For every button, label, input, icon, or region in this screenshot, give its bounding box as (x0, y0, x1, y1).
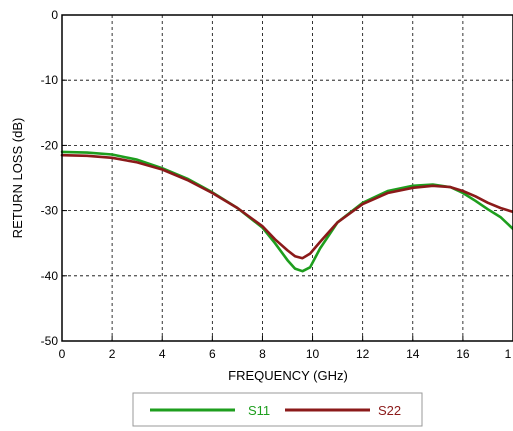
grid (62, 15, 513, 341)
y-tick-label: -20 (41, 138, 59, 152)
x-tick-label: 1 (505, 347, 512, 361)
x-tick-label: 8 (259, 347, 266, 361)
y-tick-label: -50 (41, 334, 59, 348)
x-tick-label: 16 (456, 347, 470, 361)
y-tick-label: 0 (51, 8, 58, 22)
y-axis-label: RETURN LOSS (dB) (10, 118, 25, 239)
y-tick-label: -40 (41, 269, 59, 283)
ticks (61, 14, 513, 342)
x-tick-label: 14 (406, 347, 420, 361)
x-tick-label: 2 (109, 347, 116, 361)
x-tick-label: 6 (209, 347, 216, 361)
series-layer (60, 150, 513, 273)
legend: S11 S22 (132, 392, 423, 427)
x-tick-label: 4 (159, 347, 166, 361)
y-tick-label: -30 (41, 204, 59, 218)
series-line-s22 (60, 153, 513, 260)
y-tick-label: -10 (41, 73, 59, 87)
tick-labels: 0 2 4 6 8 10 12 14 16 10-10-20-30-40-50 (41, 8, 512, 361)
x-tick-label: 12 (356, 347, 370, 361)
x-axis-label: FREQUENCY (GHz) (228, 368, 348, 383)
plot-frame (61, 14, 513, 342)
legend-label-s11: S11 (248, 403, 270, 418)
legend-label-s22: S22 (378, 403, 401, 418)
series-line-s11 (60, 150, 513, 273)
x-tick-label: 0 (59, 347, 66, 361)
x-tick-label: 10 (306, 347, 320, 361)
